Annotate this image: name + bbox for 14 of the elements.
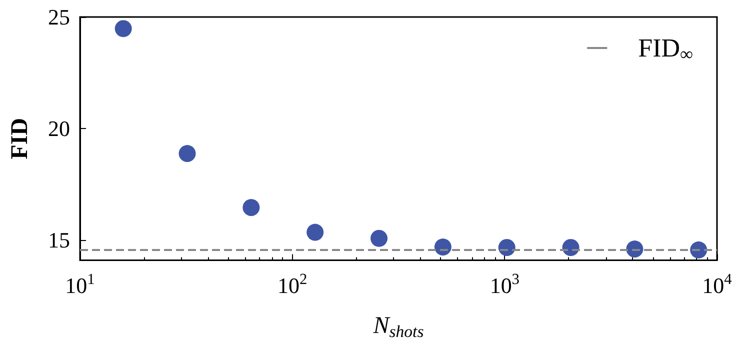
y-tick-label: 20	[48, 116, 70, 142]
point	[306, 224, 324, 241]
point	[434, 238, 452, 256]
point	[178, 145, 196, 162]
point	[370, 230, 388, 247]
point	[690, 241, 708, 258]
point	[498, 238, 516, 256]
y-tick-label: 15	[48, 228, 70, 253]
y-axis-title: FID	[7, 118, 33, 160]
legend-label: FID∞	[638, 34, 694, 64]
point	[626, 240, 644, 258]
point	[114, 20, 132, 38]
point	[242, 199, 260, 216]
y-tick-label: 25	[48, 4, 70, 30]
